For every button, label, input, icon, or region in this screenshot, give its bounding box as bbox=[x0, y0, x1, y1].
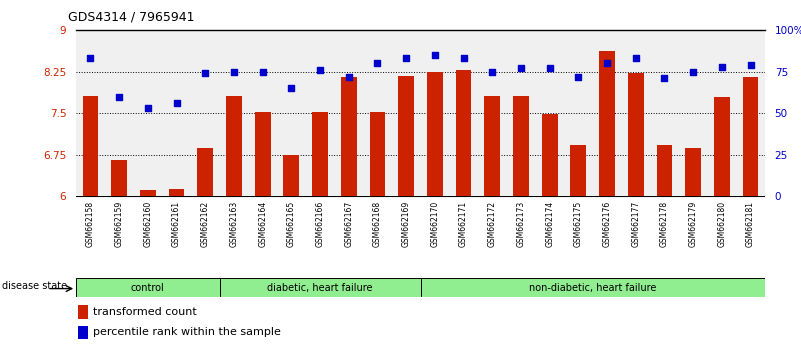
Bar bbox=[541, 114, 557, 196]
Bar bbox=[284, 155, 300, 196]
Point bbox=[543, 65, 556, 71]
Text: GSM662176: GSM662176 bbox=[602, 200, 612, 247]
Point bbox=[601, 61, 614, 66]
Text: GDS4314 / 7965941: GDS4314 / 7965941 bbox=[68, 11, 195, 24]
Bar bbox=[570, 145, 586, 196]
Bar bbox=[255, 112, 271, 196]
Bar bbox=[197, 148, 213, 196]
Bar bbox=[140, 190, 155, 196]
Point bbox=[457, 56, 470, 61]
Bar bbox=[226, 96, 242, 196]
Point bbox=[486, 69, 499, 75]
Text: GSM662159: GSM662159 bbox=[115, 200, 123, 247]
Point bbox=[630, 56, 642, 61]
Point bbox=[227, 69, 240, 75]
Point bbox=[715, 64, 728, 69]
Point bbox=[514, 65, 527, 71]
Text: GSM662160: GSM662160 bbox=[143, 200, 152, 247]
Bar bbox=[714, 97, 730, 196]
Point bbox=[170, 101, 183, 106]
Text: GSM662180: GSM662180 bbox=[718, 200, 727, 247]
Point bbox=[686, 69, 699, 75]
Text: GSM662174: GSM662174 bbox=[545, 200, 554, 247]
Point bbox=[658, 75, 671, 81]
Point bbox=[84, 56, 97, 61]
Bar bbox=[513, 96, 529, 196]
Point bbox=[285, 85, 298, 91]
Point bbox=[199, 70, 211, 76]
Point bbox=[371, 61, 384, 66]
Text: GSM662170: GSM662170 bbox=[430, 200, 440, 247]
Text: GSM662181: GSM662181 bbox=[746, 200, 755, 246]
Bar bbox=[628, 73, 644, 196]
Point bbox=[342, 74, 355, 80]
Text: GSM662177: GSM662177 bbox=[631, 200, 640, 247]
Point bbox=[572, 74, 585, 80]
Bar bbox=[686, 148, 701, 196]
Point bbox=[113, 94, 126, 99]
Text: non-diabetic, heart failure: non-diabetic, heart failure bbox=[529, 282, 657, 293]
Text: GSM662162: GSM662162 bbox=[201, 200, 210, 247]
Text: GSM662167: GSM662167 bbox=[344, 200, 353, 247]
Bar bbox=[312, 112, 328, 196]
Text: disease state: disease state bbox=[2, 281, 66, 291]
Text: GSM662169: GSM662169 bbox=[401, 200, 411, 247]
Point bbox=[744, 62, 757, 68]
Text: GSM662172: GSM662172 bbox=[488, 200, 497, 247]
Text: GSM662166: GSM662166 bbox=[316, 200, 324, 247]
Text: transformed count: transformed count bbox=[93, 307, 197, 317]
Text: GSM662173: GSM662173 bbox=[517, 200, 525, 247]
Bar bbox=[398, 76, 414, 196]
Bar bbox=[111, 160, 127, 196]
Bar bbox=[169, 189, 184, 196]
Point bbox=[256, 69, 269, 75]
Bar bbox=[427, 72, 443, 196]
Bar bbox=[369, 112, 385, 196]
Bar bbox=[76, 278, 219, 297]
Text: GSM662171: GSM662171 bbox=[459, 200, 468, 247]
Bar bbox=[743, 77, 759, 196]
Point bbox=[142, 105, 155, 111]
Text: GSM662163: GSM662163 bbox=[229, 200, 239, 247]
Text: GSM662175: GSM662175 bbox=[574, 200, 583, 247]
Bar bbox=[219, 278, 421, 297]
Text: GSM662168: GSM662168 bbox=[373, 200, 382, 247]
Text: GSM662158: GSM662158 bbox=[86, 200, 95, 247]
Point bbox=[314, 67, 327, 73]
Text: diabetic, heart failure: diabetic, heart failure bbox=[268, 282, 372, 293]
Text: control: control bbox=[131, 282, 165, 293]
Point bbox=[429, 52, 441, 58]
Text: GSM662161: GSM662161 bbox=[172, 200, 181, 247]
Bar bbox=[78, 326, 88, 339]
Bar bbox=[83, 96, 99, 196]
Text: GSM662178: GSM662178 bbox=[660, 200, 669, 247]
Point bbox=[400, 56, 413, 61]
Bar bbox=[485, 96, 500, 196]
Text: GSM662165: GSM662165 bbox=[287, 200, 296, 247]
Bar bbox=[341, 77, 356, 196]
Text: GSM662164: GSM662164 bbox=[258, 200, 268, 247]
Text: GSM662179: GSM662179 bbox=[689, 200, 698, 247]
Bar bbox=[421, 278, 765, 297]
Bar bbox=[599, 51, 615, 196]
Bar bbox=[456, 70, 472, 196]
Text: percentile rank within the sample: percentile rank within the sample bbox=[93, 327, 281, 337]
Bar bbox=[78, 305, 88, 319]
Bar bbox=[657, 145, 672, 196]
